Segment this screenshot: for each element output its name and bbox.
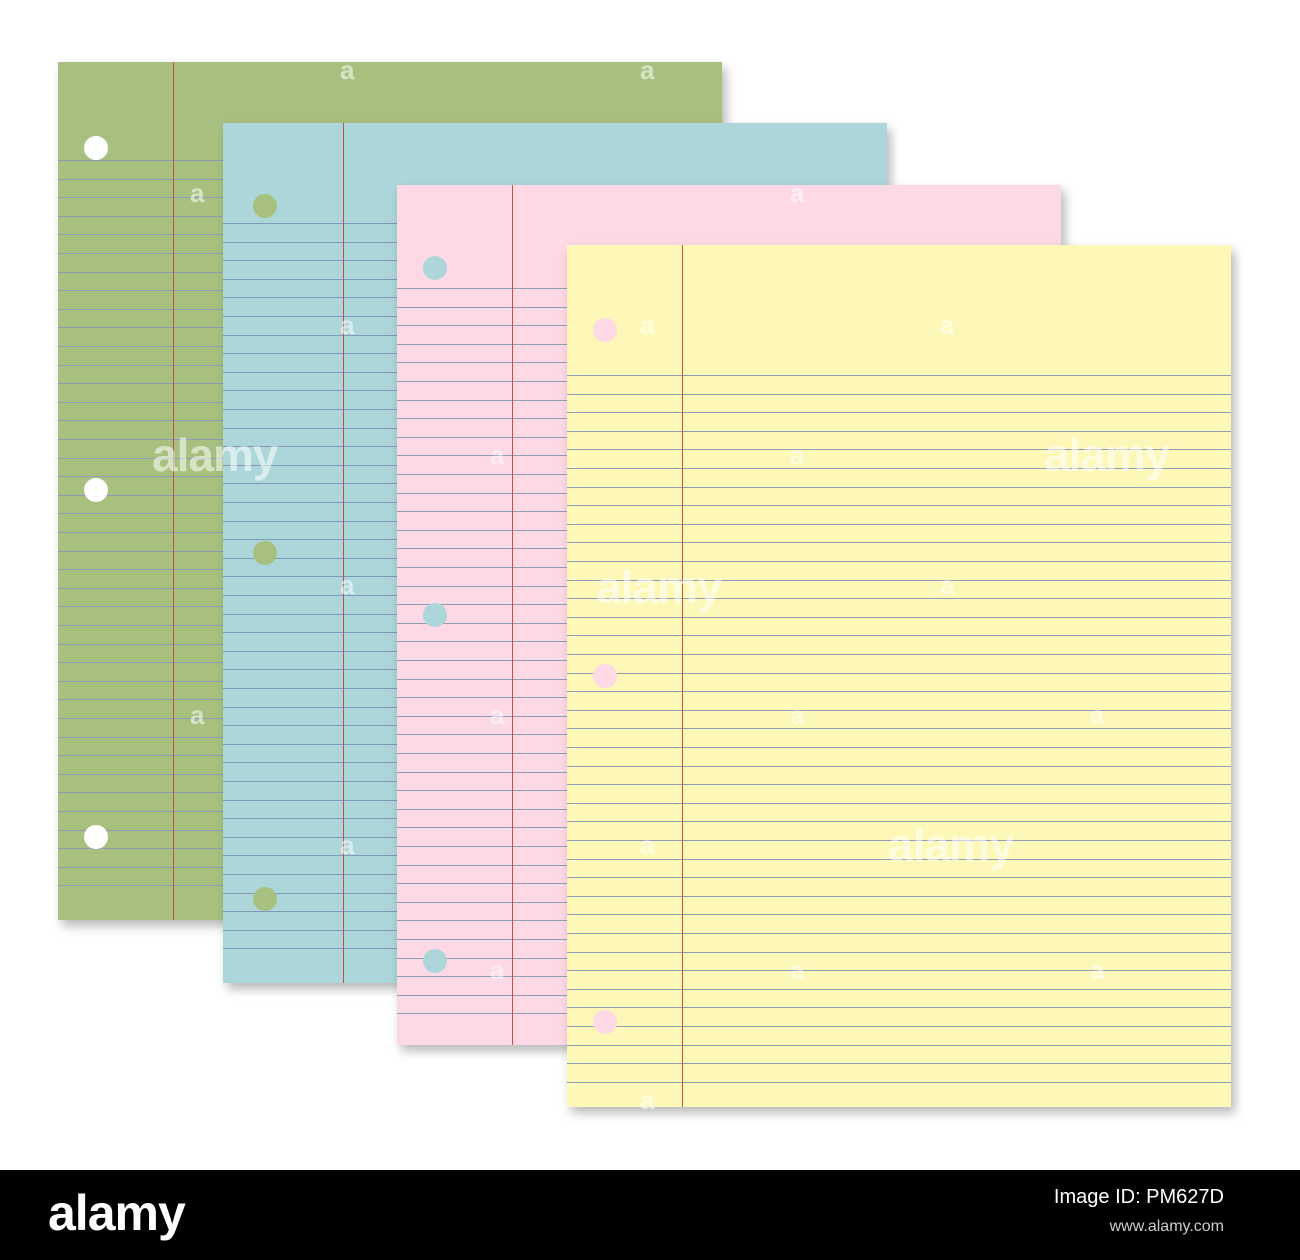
ruled-line: [567, 970, 1231, 972]
punch-hole: [423, 603, 447, 627]
ruled-line: [567, 765, 1231, 767]
ruled-line: [567, 375, 1231, 376]
ruled-line: [567, 505, 1231, 507]
punch-hole: [593, 664, 617, 688]
ruled-line: [567, 877, 1231, 879]
ruled-line: [567, 951, 1231, 953]
punch-hole: [84, 136, 108, 160]
ruled-line: [567, 821, 1231, 823]
ruled-line: [567, 523, 1231, 525]
ruled-line: [567, 635, 1231, 637]
margin-line: [512, 185, 513, 1045]
ruled-line: [567, 486, 1231, 488]
ruled-line: [567, 598, 1231, 600]
punch-hole: [84, 825, 108, 849]
image-canvas: alamy alamy alamy alamy a a a a a a a a a a a a a a a a a a a a…: [58, 62, 1231, 1107]
punch-hole: [253, 194, 277, 218]
punch-hole: [253, 541, 277, 565]
ruled-line: [567, 1081, 1231, 1083]
ruled-line: [567, 709, 1231, 711]
ruled-line: [567, 988, 1231, 990]
ruled-line: [567, 1063, 1231, 1065]
ruled-line: [567, 895, 1231, 897]
ruled-line: [567, 914, 1231, 916]
ruled-line: [567, 691, 1231, 693]
ruled-line: [567, 1026, 1231, 1027]
ruled-line: [567, 1007, 1231, 1009]
image-id-label: Image ID: PM627D: [1053, 1186, 1224, 1208]
margin-line: [173, 62, 174, 920]
punch-hole: [423, 256, 447, 280]
ruled-line: [567, 542, 1231, 544]
ruled-line: [567, 784, 1231, 786]
punch-hole: [253, 887, 277, 911]
margin-line: [682, 245, 683, 1107]
ruled-line: [567, 933, 1231, 934]
brand-logo: alamy: [48, 1185, 186, 1241]
site-url: www.alamy.com: [1109, 1218, 1224, 1235]
ruled-line: [567, 654, 1231, 655]
ruled-line: [567, 616, 1231, 618]
ruled-line: [567, 430, 1231, 432]
punch-hole: [593, 318, 617, 342]
margin-line: [343, 123, 344, 983]
punch-hole: [593, 1010, 617, 1034]
ruled-line: [567, 672, 1231, 674]
punch-hole: [423, 949, 447, 973]
ruled-line: [567, 561, 1231, 562]
ruled-line: [567, 747, 1231, 748]
ruled-line: [567, 412, 1231, 414]
ruled-line: [567, 393, 1231, 395]
ruled-line: [567, 728, 1231, 730]
ruled-line: [567, 858, 1231, 860]
ruled-line: [567, 802, 1231, 804]
punch-hole: [84, 478, 108, 502]
ruled-line: [567, 579, 1231, 581]
ruled-line: [567, 468, 1231, 469]
footer-bar: alamy Image ID: PM627D www.alamy.com: [0, 1170, 1300, 1260]
ruled-line: [567, 449, 1231, 451]
ruled-line: [567, 840, 1231, 841]
yellow-notebook-sheet: [567, 245, 1231, 1107]
ruled-line: [567, 1044, 1231, 1046]
